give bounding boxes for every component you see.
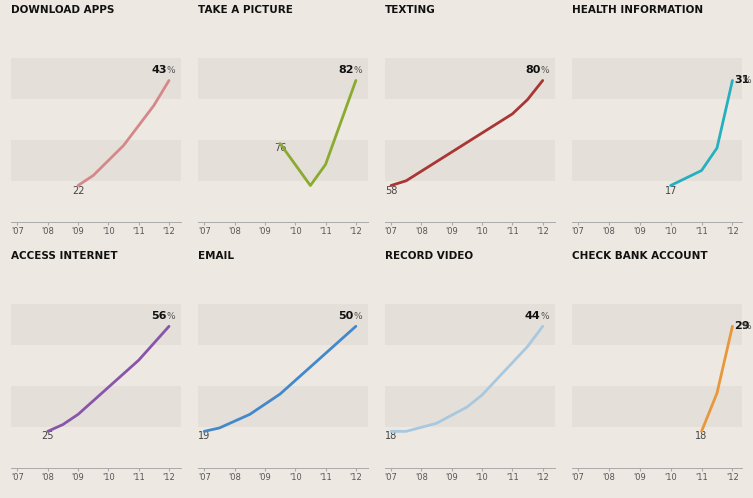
- Text: %: %: [541, 312, 549, 321]
- Text: %: %: [541, 66, 549, 75]
- Bar: [11, 140, 181, 181]
- Bar: [198, 304, 368, 345]
- Text: 22: 22: [72, 186, 84, 196]
- Bar: [572, 386, 742, 427]
- Bar: [11, 58, 181, 100]
- Bar: [385, 304, 555, 345]
- Text: %: %: [353, 66, 362, 75]
- Text: %: %: [166, 66, 175, 75]
- Bar: [198, 140, 368, 181]
- Text: 80: 80: [525, 65, 541, 75]
- Text: DOWNLOAD APPS: DOWNLOAD APPS: [11, 5, 114, 15]
- Text: 31: 31: [734, 76, 750, 86]
- Text: 76: 76: [274, 143, 286, 153]
- Bar: [11, 386, 181, 427]
- Bar: [198, 58, 368, 100]
- Text: ACCESS INTERNET: ACCESS INTERNET: [11, 251, 118, 261]
- Text: 82: 82: [338, 65, 353, 75]
- Bar: [385, 140, 555, 181]
- Text: 44: 44: [525, 311, 541, 321]
- Text: 58: 58: [385, 186, 398, 196]
- Text: RECORD VIDEO: RECORD VIDEO: [385, 251, 473, 261]
- Text: 56: 56: [151, 311, 166, 321]
- Text: 18: 18: [696, 431, 708, 441]
- Text: 43: 43: [151, 65, 166, 75]
- Text: HEALTH INFORMATION: HEALTH INFORMATION: [572, 5, 703, 15]
- Text: %: %: [742, 322, 751, 331]
- Text: %: %: [353, 312, 362, 321]
- Bar: [198, 386, 368, 427]
- Bar: [572, 58, 742, 100]
- Text: EMAIL: EMAIL: [198, 251, 234, 261]
- Text: TEXTING: TEXTING: [385, 5, 436, 15]
- Text: 17: 17: [664, 186, 677, 196]
- Bar: [385, 386, 555, 427]
- Bar: [572, 140, 742, 181]
- Text: 50: 50: [338, 311, 353, 321]
- Text: CHECK BANK ACCOUNT: CHECK BANK ACCOUNT: [572, 251, 708, 261]
- Bar: [11, 304, 181, 345]
- Text: TAKE A PICTURE: TAKE A PICTURE: [198, 5, 293, 15]
- Bar: [385, 58, 555, 100]
- Text: 25: 25: [41, 431, 54, 441]
- Text: %: %: [742, 76, 751, 85]
- Text: 29: 29: [734, 321, 750, 331]
- Text: 19: 19: [198, 431, 210, 441]
- Text: %: %: [166, 312, 175, 321]
- Text: 18: 18: [385, 431, 397, 441]
- Bar: [572, 304, 742, 345]
